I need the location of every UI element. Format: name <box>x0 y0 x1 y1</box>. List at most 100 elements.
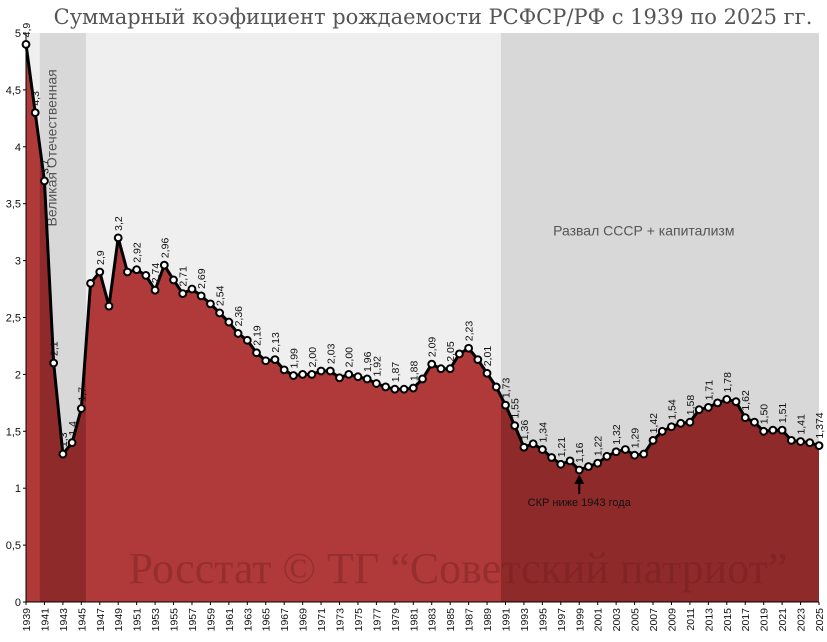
data-point <box>261 356 271 366</box>
data-label: 1,29 <box>630 428 642 449</box>
data-label: 2,9 <box>95 250 107 265</box>
axis-layer: 0 0,5 1 1,5 2 2,5 3 3,5 4 4,5 5 1939 1941 1943 1945 194… <box>6 28 826 631</box>
x-tick-label: 1991 <box>500 608 512 632</box>
data-point <box>501 400 510 410</box>
data-point <box>169 275 178 285</box>
data-point <box>694 405 704 415</box>
data-label: 2,71 <box>178 266 190 287</box>
data-label: 1,96 <box>362 351 374 372</box>
data-label: 1,62 <box>740 390 752 411</box>
data-point <box>196 291 206 301</box>
y-tick-label: 5 <box>15 28 21 40</box>
data-point <box>731 397 741 407</box>
data-label: 1,41 <box>796 414 808 435</box>
x-tick-label: 1971 <box>316 608 328 632</box>
period-label-war: Великая Отечественная <box>44 69 60 226</box>
x-tick-label: 1947 <box>95 608 107 632</box>
x-tick-label: 1945 <box>76 608 88 632</box>
data-point <box>298 370 308 379</box>
data-label: 1,87 <box>390 362 402 383</box>
data-label: 1,78 <box>722 372 734 393</box>
data-label: 2,00 <box>344 347 356 368</box>
data-point <box>740 413 750 423</box>
annotation-arrow-head <box>574 474 585 484</box>
data-point <box>270 355 280 365</box>
data-point <box>187 284 197 294</box>
data-point <box>104 301 114 311</box>
data-point <box>21 39 31 49</box>
y-tick-label: 2 <box>15 369 21 381</box>
x-tick-label: 1957 <box>187 608 199 632</box>
x-tick-label: 1941 <box>39 608 51 632</box>
data-point <box>95 267 105 277</box>
data-label: 1,16 <box>574 442 586 463</box>
data-point <box>436 364 446 374</box>
data-point <box>805 438 815 448</box>
chart-title: Суммарный коэфициент рождаемости РСФСР/Р… <box>54 5 813 29</box>
x-tick-label: 1989 <box>482 608 494 632</box>
x-tick-label: 2025 <box>814 608 826 632</box>
data-point <box>768 425 778 435</box>
x-tick-label: 1959 <box>205 608 217 632</box>
x-tick-label: 2013 <box>703 608 715 632</box>
x-tick-label: 2017 <box>740 608 752 632</box>
x-tick-label: 1953 <box>150 608 162 632</box>
data-label: 1,21 <box>556 437 568 458</box>
data-point <box>639 449 649 459</box>
data-point <box>482 368 492 378</box>
data-point <box>685 417 695 427</box>
data-point <box>750 417 759 427</box>
x-tick-label: 1967 <box>279 608 291 632</box>
data-label: 2,96 <box>159 238 171 259</box>
data-point <box>777 425 787 435</box>
x-tick-label: 1977 <box>371 608 383 632</box>
x-tick-label: 1951 <box>132 608 144 632</box>
data-label: 1,3 <box>58 432 70 447</box>
y-tick-label: 2,5 <box>6 313 21 325</box>
data-point <box>30 108 40 118</box>
x-tick-label: 1975 <box>353 608 365 632</box>
x-tick-label: 1995 <box>537 608 549 632</box>
x-tick-label: 1993 <box>519 608 531 632</box>
data-label: 2,09 <box>427 337 439 358</box>
y-tick-label: 1,5 <box>6 426 21 438</box>
data-point <box>381 382 391 392</box>
data-label: 1,7 <box>76 387 88 402</box>
data-point <box>556 459 566 469</box>
data-point <box>242 335 252 345</box>
data-point <box>454 349 464 359</box>
data-point <box>713 398 722 408</box>
data-point <box>473 355 483 365</box>
data-label: 1,55 <box>510 398 522 419</box>
data-point <box>159 260 169 270</box>
x-tick-label: 1969 <box>298 608 310 632</box>
data-point <box>703 403 713 412</box>
data-point <box>786 436 796 445</box>
x-tick-label: 2007 <box>648 608 660 632</box>
data-point <box>408 383 418 393</box>
x-tick-label: 2005 <box>630 608 642 632</box>
data-point <box>574 465 584 475</box>
data-point <box>445 364 455 374</box>
data-label: 4,3 <box>30 91 42 106</box>
data-label: 1,54 <box>666 399 678 420</box>
data-point <box>86 278 95 288</box>
data-point <box>141 270 151 280</box>
data-point <box>796 437 805 446</box>
data-label: 2,19 <box>252 325 264 346</box>
data-point <box>307 370 317 379</box>
data-label: 2,92 <box>132 242 144 263</box>
data-point <box>602 451 612 461</box>
y-tick-label: 4 <box>15 142 21 154</box>
data-point <box>371 379 381 388</box>
data-label: 4,9 <box>21 23 33 38</box>
data-label-layer: 4,9 4,3 3,7 2,1 1,31,4 1,7 2,9 3,2 2,92 2,74 2,96 2… <box>21 23 826 510</box>
data-point <box>224 317 234 327</box>
data-point <box>58 449 68 459</box>
x-tick-label: 1949 <box>113 608 125 632</box>
data-point <box>215 308 225 318</box>
period-label-collapse: Развал СССР + капитализм <box>553 223 734 239</box>
data-point <box>279 365 289 375</box>
annotation-text: СКР ниже 1943 года <box>528 497 632 509</box>
data-label: 1,51 <box>777 403 789 424</box>
